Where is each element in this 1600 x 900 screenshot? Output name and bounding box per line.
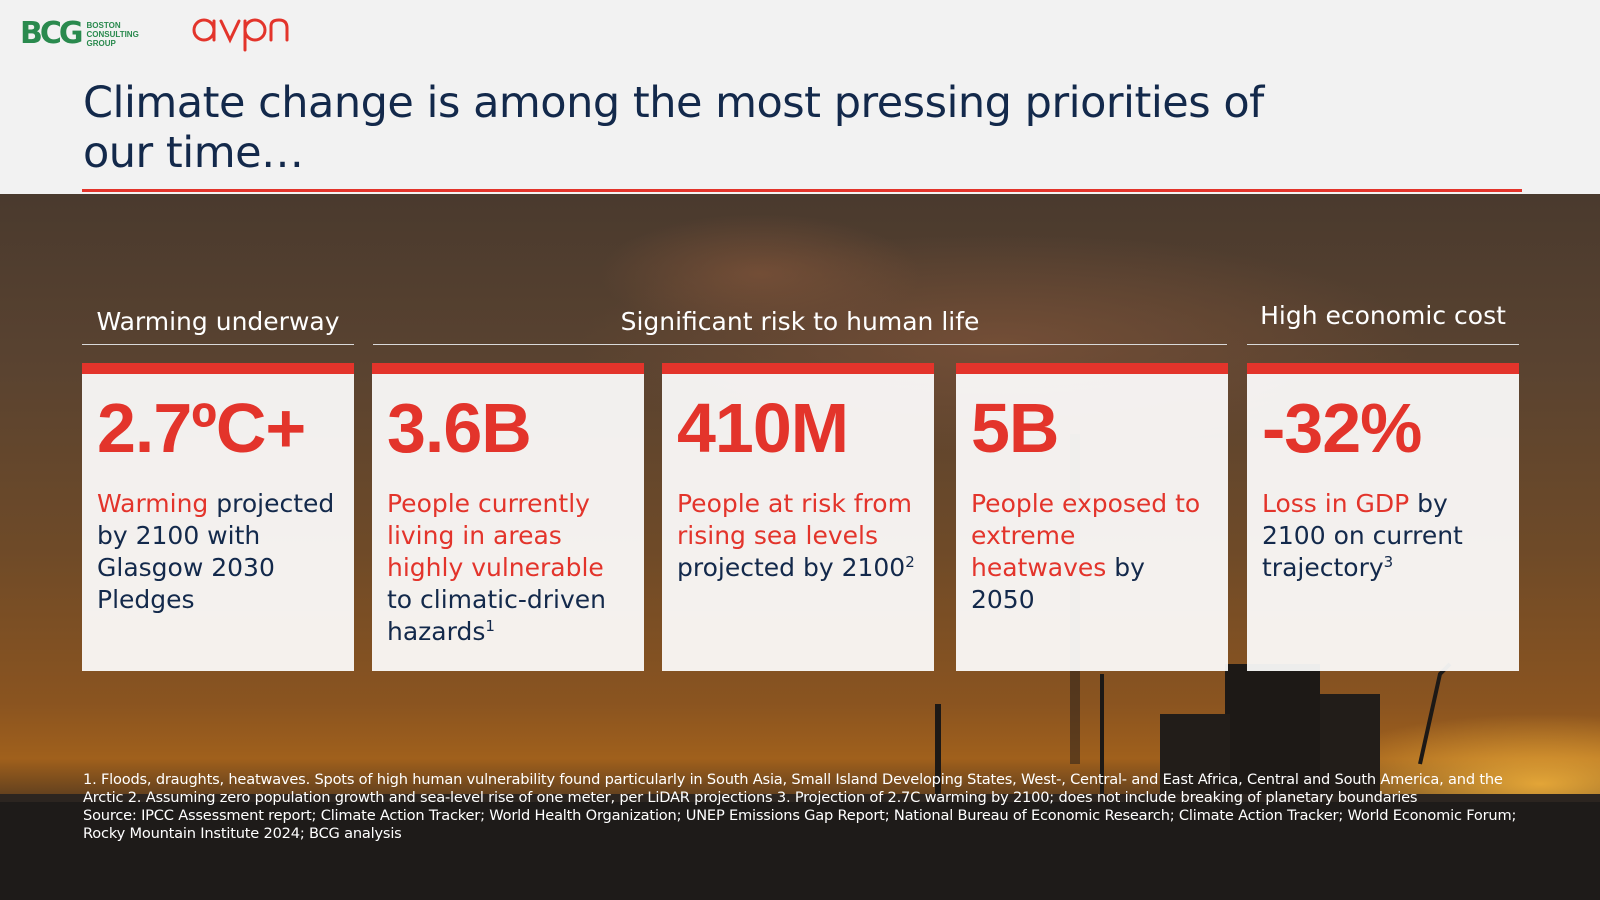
stat-value: 5B <box>971 389 1059 467</box>
footnote-notes: 1. Floods, draughts, heatwaves. Spots of… <box>83 771 1503 806</box>
avpn-logo <box>191 12 297 56</box>
stat-value: -32% <box>1262 389 1422 467</box>
stat-text: by 2100 on current trajectory <box>1262 489 1463 582</box>
stat-value: 3.6B <box>387 389 532 467</box>
section-risk-to-human-life: Significant risk to human life <box>373 295 1227 345</box>
section-warming-underway: Warming underway <box>82 295 354 345</box>
stat-value: 410M <box>677 389 849 467</box>
bcg-logo-mark: BCG <box>20 16 83 51</box>
footnote-marker: 3 <box>1383 553 1394 571</box>
footnote-source: Source: IPCC Assessment report; Climate … <box>83 807 1517 842</box>
title-divider <box>82 189 1522 192</box>
stat-card-sea-level-risk: 410M People at risk from rising sea leve… <box>662 363 934 671</box>
section-label: High economic cost <box>1260 301 1506 330</box>
stat-highlight: People currently living in areas highly … <box>387 489 604 582</box>
stat-card-gdp-loss: -32% Loss in GDP by 2100 on current traj… <box>1247 363 1519 671</box>
stat-highlight: Loss in GDP <box>1262 489 1410 518</box>
stat-text: projected by 2100 with Glasgow 2030 Pled… <box>97 489 335 614</box>
logo-bar: BCG BOSTON CONSULTING GROUP <box>20 12 297 56</box>
footnote-marker: 2 <box>905 553 915 571</box>
stat-highlight: People exposed to extreme heatwaves <box>971 489 1201 582</box>
stat-description: People exposed to extreme heatwaves by 2… <box>971 488 1214 616</box>
stat-description: People at risk from rising sea levels pr… <box>677 488 920 584</box>
slide-header: BCG BOSTON CONSULTING GROUP Clim <box>0 0 1600 194</box>
stat-text: projected by 2100 <box>677 553 906 582</box>
avpn-logo-mark <box>192 18 289 52</box>
stat-card-vulnerable-population: 3.6B People currently living in areas hi… <box>372 363 644 671</box>
stat-description: People currently living in areas highly … <box>387 488 630 648</box>
stat-description: Loss in GDP by 2100 on current trajector… <box>1262 488 1505 584</box>
bcg-logo-text: BOSTON CONSULTING GROUP <box>86 20 139 48</box>
footnote-marker: 1 <box>485 617 495 635</box>
stat-card-heatwave-exposure: 5B People exposed to extreme heatwaves b… <box>956 363 1228 671</box>
bcg-logo: BCG BOSTON CONSULTING GROUP <box>20 19 139 49</box>
stat-highlight: People at risk from rising sea levels <box>677 489 912 550</box>
stat-value: 2.7ºC+ <box>97 389 306 467</box>
section-label: Warming underway <box>96 307 340 336</box>
footnotes: 1. Floods, draughts, heatwaves. Spots of… <box>83 771 1523 843</box>
section-economic-cost: High economic cost <box>1247 295 1519 345</box>
slide-title: Climate change is among the most pressin… <box>83 78 1264 178</box>
stat-text: by 2050 <box>971 553 1145 614</box>
section-label: Significant risk to human life <box>620 307 980 336</box>
stat-text: to climatic-driven hazards <box>387 585 606 646</box>
stat-card-warming: 2.7ºC+ Warming projected by 2100 with Gl… <box>82 363 354 671</box>
stat-highlight: Warming <box>97 489 209 518</box>
stat-description: Warming projected by 2100 with Glasgow 2… <box>97 488 340 616</box>
